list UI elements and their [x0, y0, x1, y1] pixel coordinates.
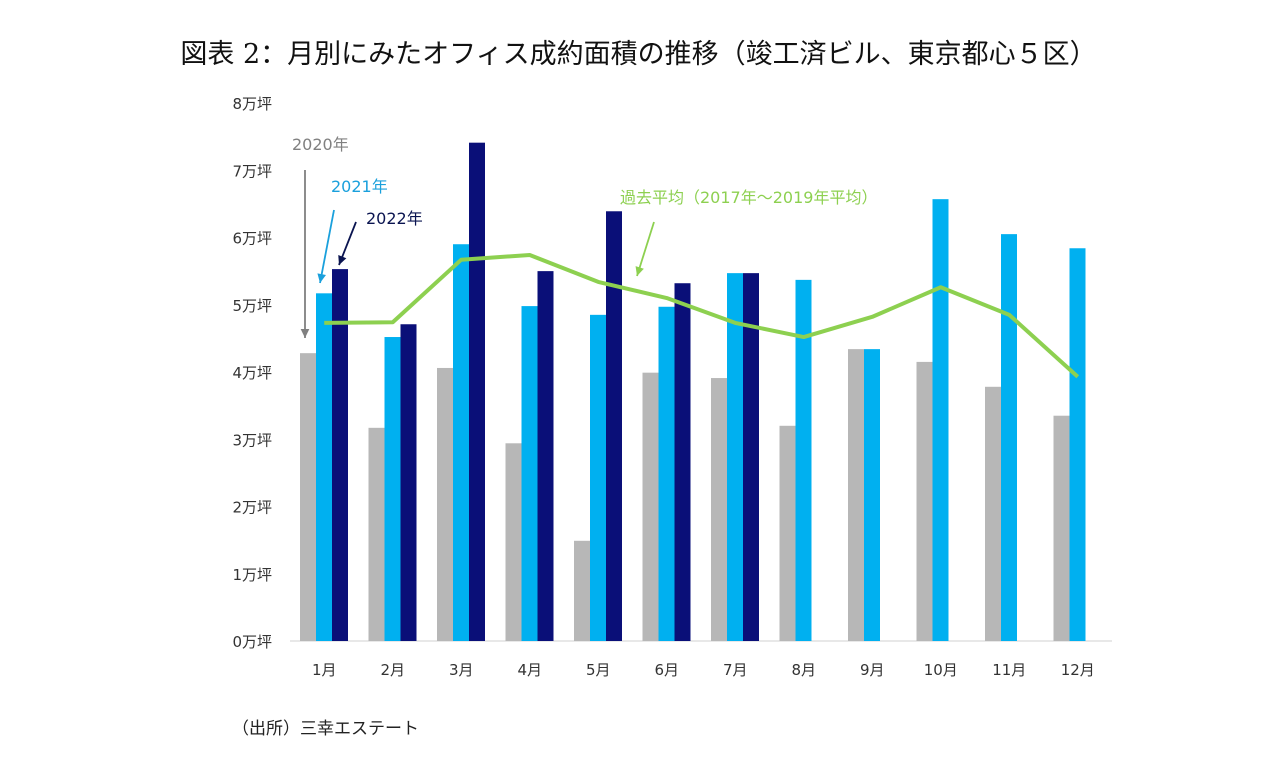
- bar-2022年-5月: [606, 211, 622, 641]
- x-tick-label: 7月: [723, 661, 748, 679]
- bar-2020年-8月: [779, 425, 796, 641]
- legend-average-arrow-head: [635, 266, 644, 276]
- chart-title: 図表 2：月別にみたオフィス成約面積の推移（竣工済ビル、東京都心５区）: [180, 39, 1097, 70]
- bar-2021年-8月: [795, 279, 812, 641]
- bar-2021年-4月: [521, 306, 538, 641]
- y-tick-label: 8万坪: [232, 95, 272, 113]
- source-note: （出所）三幸エステート: [232, 719, 419, 739]
- legend-average-arrow: [636, 221, 655, 277]
- x-tick-label: 2月: [380, 661, 405, 679]
- y-tick-label: 0万坪: [232, 633, 272, 651]
- bar-2022年-3月: [469, 142, 485, 642]
- x-tick-label: 11月: [992, 661, 1026, 679]
- bar-2020年-3月: [437, 367, 453, 641]
- bar-2020年-5月: [574, 540, 590, 641]
- bar-2022年-4月: [537, 271, 554, 641]
- bar-2020年-9月: [848, 349, 864, 641]
- bar-2021年-11月: [1001, 234, 1017, 641]
- bar-2021年-5月: [590, 314, 606, 641]
- y-tick-label: 6万坪: [232, 230, 272, 248]
- x-tick-label: 5月: [586, 661, 611, 679]
- legend-2020: 2020年: [292, 135, 349, 154]
- bar-2020年-7月: [711, 378, 727, 641]
- legend-2022: 2022年: [366, 209, 423, 228]
- y-tick-label: 7万坪: [232, 162, 272, 180]
- bar-2021年-6月: [658, 306, 675, 641]
- legend-2022-arrow-head: [338, 255, 347, 265]
- x-tick-label: 6月: [654, 661, 679, 679]
- x-tick-label: 10月: [924, 661, 958, 679]
- bar-2021年-2月: [384, 337, 401, 641]
- average-line: [324, 252, 1080, 379]
- bar-2021年-1月: [316, 293, 332, 641]
- bar-2021年-10月: [932, 199, 949, 642]
- x-tick-label: 9月: [860, 661, 885, 679]
- bar-2020年-12月: [1053, 415, 1070, 641]
- y-tick-label: 3万坪: [232, 431, 272, 449]
- x-tick-label: 3月: [449, 661, 474, 679]
- y-tick-label: 5万坪: [232, 297, 272, 315]
- bar-2021年-3月: [453, 244, 469, 641]
- y-tick-label: 1万坪: [232, 566, 272, 584]
- bar-2021年-7月: [727, 273, 743, 641]
- legend-2021-arrow-head: [317, 273, 326, 283]
- x-tick-label: 1月: [312, 661, 337, 679]
- bar-2021年-12月: [1069, 248, 1086, 641]
- bar-2022年-6月: [674, 283, 691, 641]
- x-tick-label: 8月: [791, 661, 816, 679]
- bar-2020年-10月: [916, 361, 933, 641]
- bar-2020年-1月: [300, 353, 316, 641]
- legend-average: 過去平均（2017年～2019年平均）: [620, 188, 877, 207]
- legend-2020-arrow-head: [300, 328, 310, 338]
- bar-2022年-1月: [332, 269, 348, 641]
- y-tick-label: 2万坪: [232, 499, 272, 517]
- y-tick-label: 4万坪: [232, 364, 272, 382]
- bar-2021年-9月: [864, 349, 880, 641]
- legend-2021: 2021年: [331, 177, 388, 196]
- x-tick-label: 4月: [517, 661, 542, 679]
- x-tick-label: 12月: [1061, 661, 1095, 679]
- legend-2021-arrow: [319, 209, 335, 284]
- bar-2020年-11月: [985, 386, 1001, 641]
- bar-2020年-6月: [642, 372, 659, 641]
- bar-2022年-2月: [400, 324, 417, 641]
- bar-2020年-2月: [368, 427, 385, 641]
- bar-2020年-4月: [505, 443, 522, 641]
- bar-2022年-7月: [743, 273, 759, 641]
